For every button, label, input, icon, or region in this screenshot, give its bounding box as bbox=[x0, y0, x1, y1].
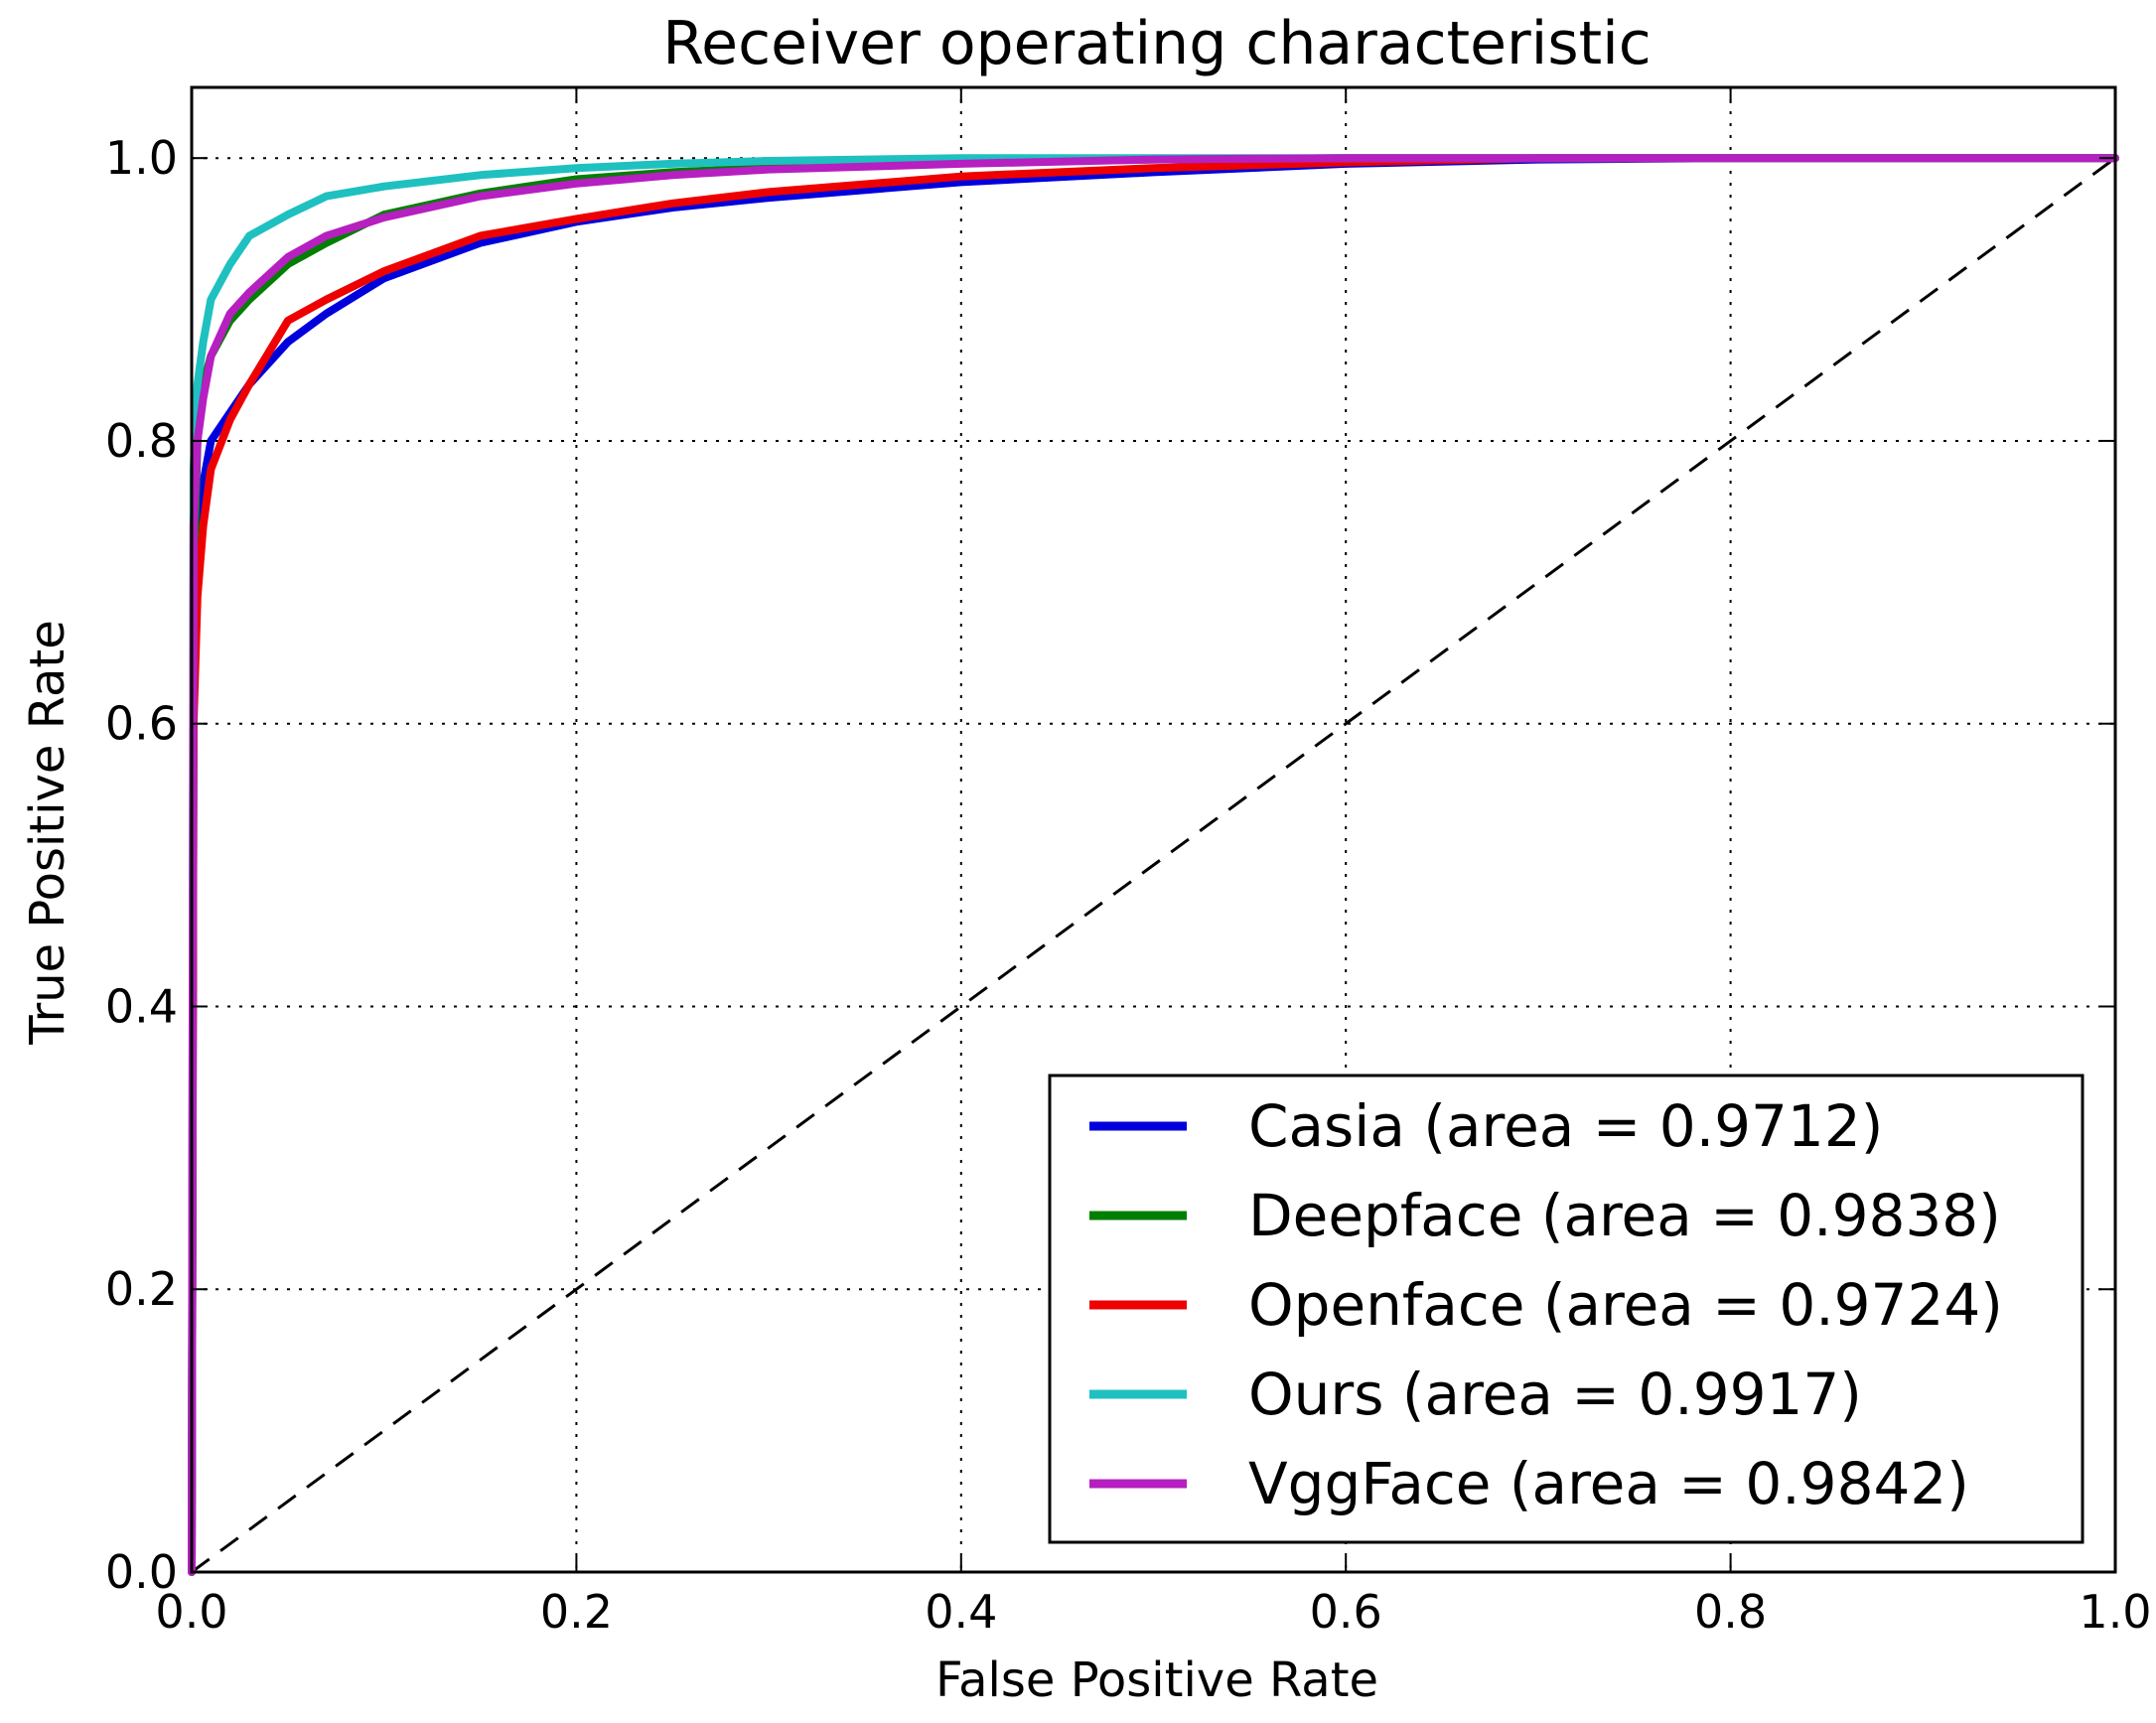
x-tick-label: 0.6 bbox=[1310, 1585, 1382, 1639]
y-tick-label: 0.2 bbox=[105, 1262, 178, 1316]
legend-items: Casia (area = 0.9712) Deepface (area = 0.… bbox=[1089, 1092, 2003, 1517]
y-axis-label: True Positive Rate bbox=[20, 620, 75, 1046]
tick-marks bbox=[191, 87, 2116, 1573]
legend-label-4: Ours (area = 0.9917) bbox=[1248, 1361, 1862, 1428]
legend-label-5: VggFace (area = 0.9842) bbox=[1248, 1450, 1969, 1517]
legend-label-3: Openface (area = 0.9724) bbox=[1248, 1271, 2003, 1339]
series-line-5 bbox=[188, 154, 2119, 1576]
y-tick-label: 1.0 bbox=[105, 131, 178, 185]
x-tick-labels: 0.0 0.2 0.4 0.6 0.8 1.0 bbox=[155, 1585, 2151, 1639]
series-lines bbox=[188, 154, 2119, 1576]
y-tick-labels: 0.0 0.2 0.4 0.6 0.8 1.0 bbox=[105, 131, 178, 1599]
legend: Casia (area = 0.9712) Deepface (area = 0.… bbox=[1048, 1074, 2084, 1544]
chance-diagonal-line bbox=[191, 156, 2116, 1574]
x-axis-label: False Positive Rate bbox=[935, 1652, 1378, 1708]
chart-title: Receiver operating characteristic bbox=[662, 9, 1652, 78]
plot-frame bbox=[190, 85, 2117, 1574]
legend-label-2: Deepface (area = 0.9838) bbox=[1248, 1182, 2001, 1249]
x-tick-label: 0.0 bbox=[155, 1585, 227, 1639]
y-tick-label: 0.6 bbox=[105, 697, 178, 751]
x-tick-label: 0.4 bbox=[925, 1585, 997, 1639]
x-tick-label: 0.8 bbox=[1694, 1585, 1767, 1639]
x-tick-label: 1.0 bbox=[2079, 1585, 2151, 1639]
y-tick-label: 0.0 bbox=[105, 1545, 178, 1599]
x-tick-label: 0.2 bbox=[540, 1585, 613, 1639]
legend-box bbox=[1048, 1074, 2084, 1544]
legend-label-1: Casia (area = 0.9712) bbox=[1248, 1092, 1883, 1160]
y-tick-label: 0.8 bbox=[105, 414, 178, 468]
y-tick-label: 0.4 bbox=[105, 979, 178, 1033]
